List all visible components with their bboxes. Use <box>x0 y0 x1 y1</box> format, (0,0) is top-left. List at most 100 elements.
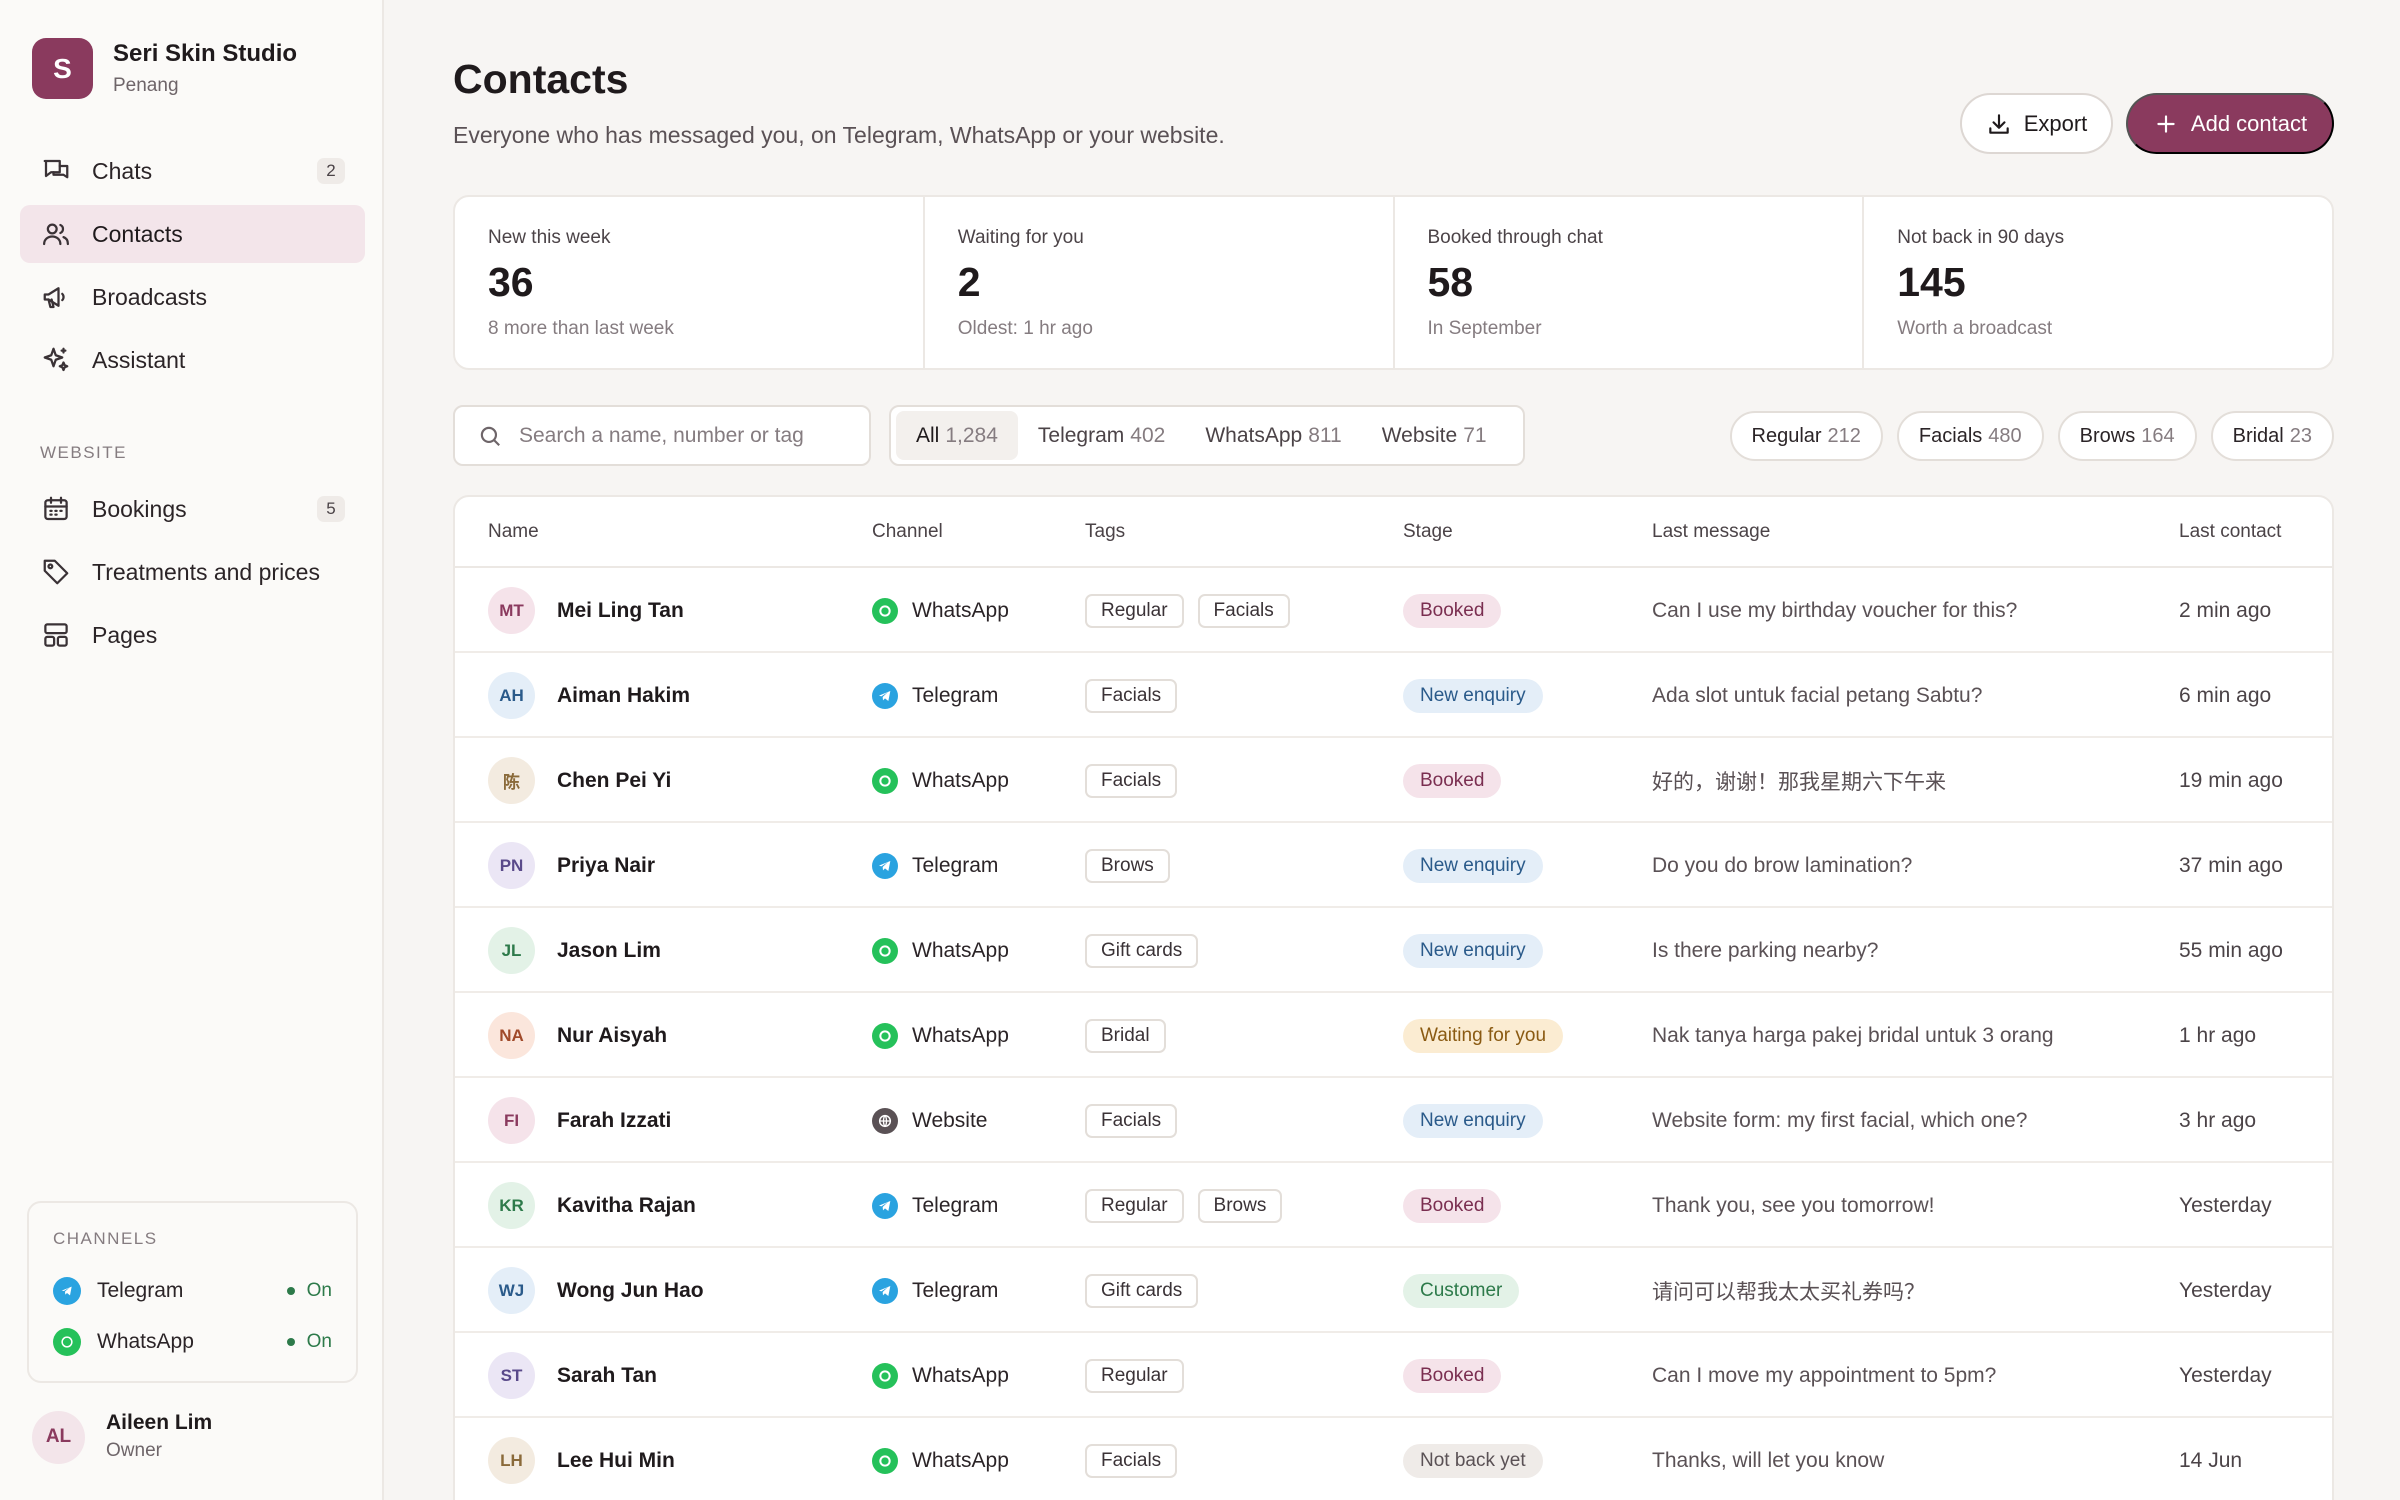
channel-row-telegram[interactable]: Telegram On <box>53 1274 332 1308</box>
tag-pill[interactable]: Facials <box>1085 763 1178 798</box>
contact-name[interactable]: Lee Hui Min <box>557 1448 675 1472</box>
nav-item-chats[interactable]: Chats 2 <box>20 142 365 200</box>
nav-item-contacts[interactable]: Contacts <box>20 205 365 263</box>
channel-row-whatsapp[interactable]: WhatsApp On <box>53 1325 332 1359</box>
table-body: MT Mei Ling Tan WhatsApp Regular Facials … <box>455 568 2332 1500</box>
contact-name[interactable]: Farah Izzati <box>557 1108 672 1132</box>
tag-pill[interactable]: Regular <box>1085 1188 1184 1223</box>
column-header-stage[interactable]: Stage <box>1403 521 1453 542</box>
column-header-tags[interactable]: Tags <box>1085 521 1126 542</box>
last-contact: 37 min ago <box>2179 853 2283 877</box>
contact-name[interactable]: Wong Jun Hao <box>557 1278 704 1302</box>
stage-badge: Booked <box>1403 1358 1502 1393</box>
channel-name: Telegram <box>912 853 999 877</box>
last-message: Ada slot untuk facial petang Sabtu? <box>1652 683 1983 707</box>
table-row[interactable]: PN Priya Nair Telegram Brows New enquiry… <box>455 823 2332 908</box>
stat-label: Not back in 90 days <box>1897 227 2065 248</box>
tag-pill[interactable]: Regular <box>1085 1358 1184 1393</box>
telegram-icon <box>872 1277 898 1304</box>
channel-name: Telegram <box>912 683 999 707</box>
tag-filter-bridal[interactable]: Bridal 23 <box>2210 411 2334 461</box>
filter-website[interactable]: Website 71 <box>1381 423 1487 447</box>
tag-pill[interactable]: Facials <box>1085 678 1178 713</box>
table-row[interactable]: 陈 Chen Pei Yi WhatsApp Facials Booked 好的… <box>455 738 2332 823</box>
avatar: WJ <box>488 1267 535 1314</box>
tag-pill[interactable]: Brows <box>1197 1188 1283 1223</box>
tag-pill[interactable]: Facials <box>1085 1443 1178 1478</box>
contact-name[interactable]: Aiman Hakim <box>557 683 691 707</box>
table-row[interactable]: WJ Wong Jun Hao Telegram Gift cards Cust… <box>455 1248 2332 1333</box>
nav-badge: 5 <box>317 496 345 522</box>
filter-whatsapp[interactable]: WhatsApp 811 <box>1205 423 1342 447</box>
tag-pill[interactable]: Gift cards <box>1085 1273 1199 1308</box>
table-row[interactable]: FI Farah Izzati Website Facials New enqu… <box>455 1078 2332 1163</box>
tag-pill[interactable]: Facials <box>1197 593 1290 628</box>
table-row[interactable]: NA Nur Aisyah WhatsApp Bridal Waiting fo… <box>455 993 2332 1078</box>
filter-telegram[interactable]: Telegram 402 <box>1037 423 1166 447</box>
contact-name[interactable]: Chen Pei Yi <box>557 768 672 792</box>
nav-item-pages[interactable]: Pages <box>20 606 365 664</box>
tag-filter-regular[interactable]: Regular 212 <box>1729 411 1883 461</box>
chat-bubbles-icon <box>40 155 72 187</box>
column-header-name[interactable]: Name <box>488 521 539 542</box>
channel-status-label: On <box>306 1331 332 1352</box>
stage-badge: New enquiry <box>1403 848 1543 883</box>
last-message: Thanks, will let you know <box>1652 1448 1885 1472</box>
user-name: Aileen Lim <box>106 1411 213 1434</box>
tag-filter-brows[interactable]: Brows 164 <box>2057 411 2197 461</box>
column-header-last-contact[interactable]: Last contact <box>2179 521 2282 542</box>
contact-name[interactable]: Sarah Tan <box>557 1363 657 1387</box>
nav-label: Treatments and prices <box>92 558 320 585</box>
contact-name[interactable]: Jason Lim <box>557 938 661 962</box>
nav-item-bookings[interactable]: Bookings 5 <box>20 480 365 538</box>
contact-name[interactable]: Kavitha Rajan <box>557 1193 696 1217</box>
table-row[interactable]: ST Sarah Tan WhatsApp Regular Booked Can… <box>455 1333 2332 1418</box>
tag-pill[interactable]: Facials <box>1085 1103 1178 1138</box>
tag-filter-facials[interactable]: Facials 480 <box>1896 411 2044 461</box>
table-row[interactable]: LH Lee Hui Min WhatsApp Facials Not back… <box>455 1418 2332 1500</box>
nav-item-assistant[interactable]: Assistant <box>20 331 365 389</box>
table-row[interactable]: MT Mei Ling Tan WhatsApp Regular Facials … <box>455 568 2332 653</box>
tag-pill[interactable]: Bridal <box>1085 1018 1166 1053</box>
stat-card: New this week 36 8 more than last week <box>455 197 923 368</box>
user-profile[interactable]: AL Aileen Lim Owner <box>32 1410 212 1464</box>
stat-value: 58 <box>1427 259 1474 305</box>
column-header-channel[interactable]: Channel <box>872 521 943 542</box>
contact-name[interactable]: Priya Nair <box>557 853 656 877</box>
website-nav: Bookings 5 Treatments and prices Pages <box>20 480 365 669</box>
last-message: Can I move my appointment to 5pm? <box>1652 1363 1997 1387</box>
channel-name: WhatsApp <box>912 1363 1009 1387</box>
table-row[interactable]: JL Jason Lim WhatsApp Gift cards New enq… <box>455 908 2332 993</box>
last-contact: Yesterday <box>2179 1363 2272 1387</box>
nav-item-broadcasts[interactable]: Broadcasts <box>20 268 365 326</box>
whatsapp-icon <box>872 937 898 964</box>
brand[interactable]: S Seri Skin Studio Penang <box>32 38 297 99</box>
contact-name[interactable]: Mei Ling Tan <box>557 598 684 622</box>
stage-badge: Not back yet <box>1403 1443 1543 1478</box>
contact-name[interactable]: Nur Aisyah <box>557 1023 668 1047</box>
tag-icon <box>40 556 72 588</box>
nav-item-treatments[interactable]: Treatments and prices <box>20 543 365 601</box>
channel-name: Telegram <box>912 1278 999 1302</box>
column-header-last-message[interactable]: Last message <box>1652 521 1771 542</box>
table-row[interactable]: AH Aiman Hakim Telegram Facials New enqu… <box>455 653 2332 738</box>
download-icon <box>1988 113 2009 134</box>
people-icon <box>40 218 72 250</box>
search-input[interactable] <box>519 423 839 448</box>
telegram-icon <box>872 682 898 709</box>
export-button[interactable]: Export <box>1960 93 2113 154</box>
last-message: Is there parking nearby? <box>1652 938 1879 962</box>
main-nav: Chats 2 Contacts Broadcasts Assistant <box>20 142 365 394</box>
last-contact: Yesterday <box>2179 1193 2272 1217</box>
table-row[interactable]: KR Kavitha Rajan Telegram Regular Brows B… <box>455 1163 2332 1248</box>
nav-label: Chats <box>92 157 153 184</box>
tag-pill[interactable]: Gift cards <box>1085 933 1199 968</box>
tag-pill[interactable]: Brows <box>1085 848 1170 883</box>
filter-all[interactable]: All 1,284 <box>896 411 1018 460</box>
search-box <box>453 405 871 466</box>
tag-pill[interactable]: Regular <box>1085 593 1184 628</box>
stat-note: Oldest: 1 hr ago <box>957 318 1093 339</box>
last-message: Do you do brow lamination? <box>1652 853 1913 877</box>
add-contact-button[interactable]: Add contact <box>2126 93 2334 154</box>
last-contact: Yesterday <box>2179 1278 2272 1302</box>
